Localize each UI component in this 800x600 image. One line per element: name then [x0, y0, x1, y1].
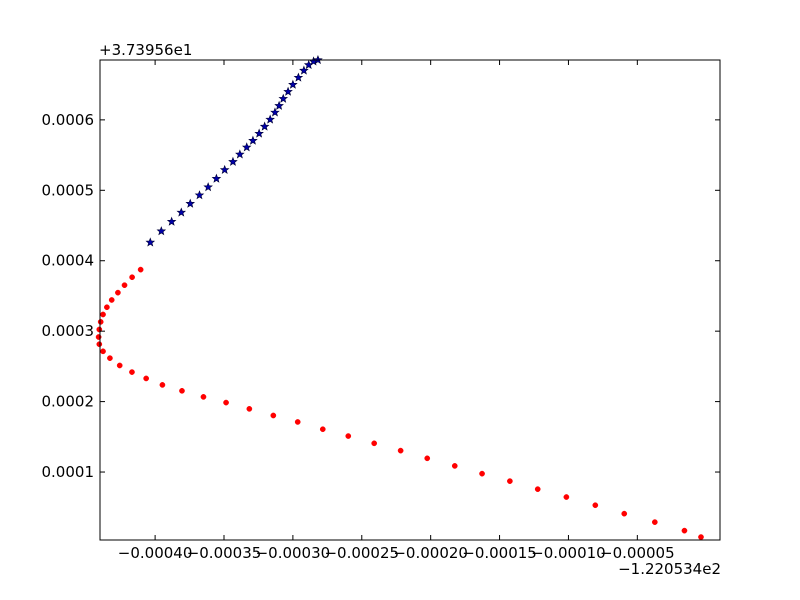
red-data-point [451, 463, 458, 469]
blue-star-point [265, 114, 275, 124]
red-data-point [159, 382, 166, 388]
red-data-point [104, 304, 110, 311]
blue-star-point [219, 164, 230, 174]
y-tick-label: 0.0002 [42, 393, 95, 411]
red-data-point [371, 440, 378, 447]
x-tick-label: −0.00005 [600, 544, 675, 562]
axis-ticks: −0.00040−0.00035−0.00030−0.00025−0.00020… [42, 60, 720, 562]
red-data-point [621, 510, 628, 517]
y-tick-label: 0.0004 [42, 252, 95, 270]
red-data-point [116, 362, 123, 369]
blue-star-point [299, 65, 309, 75]
x-tick-label: −0.00015 [462, 544, 537, 562]
y-tick-label: 0.0005 [42, 181, 95, 199]
x-axis-offset-label: −1.220534e2 [618, 560, 721, 578]
red-data-point [479, 470, 485, 477]
red-data-point [246, 406, 253, 412]
y-tick-label: 0.0003 [42, 322, 95, 340]
red-data-point [651, 519, 658, 525]
red-data-point [698, 534, 704, 540]
blue-star-point [288, 79, 298, 89]
red-data-point [592, 502, 599, 509]
plot-area [100, 60, 720, 540]
red-data-point [129, 274, 135, 281]
red-data-point [681, 527, 688, 534]
data-marks [95, 54, 704, 540]
red-data-point [223, 399, 229, 406]
red-data-point [397, 447, 404, 454]
y-axis-offset-label: +3.73956e1 [99, 41, 192, 59]
red-data-point [270, 412, 277, 419]
x-tick-label: −0.00025 [324, 544, 399, 562]
red-data-point [294, 419, 301, 425]
red-data-point [424, 455, 431, 462]
red-data-point [319, 426, 326, 433]
blue-star-point [283, 86, 293, 96]
blue-star-point [235, 149, 245, 159]
x-tick-label: −0.00035 [187, 544, 262, 562]
red-data-point [97, 319, 104, 325]
blue-star-point [166, 216, 177, 226]
blue-star-point [176, 207, 187, 217]
blue-star-point [228, 156, 238, 166]
red-data-point [137, 266, 144, 273]
x-tick-label: −0.00010 [531, 544, 606, 562]
red-data-point [129, 369, 135, 375]
blue-star-point [185, 198, 196, 208]
blue-star-point [259, 121, 270, 131]
red-data-point [534, 486, 541, 492]
red-data-point [100, 311, 106, 318]
blue-star-point [203, 182, 213, 192]
red-data-point [96, 341, 103, 348]
x-tick-label: −0.00040 [118, 544, 193, 562]
red-data-point [115, 289, 121, 296]
blue-star-point [270, 107, 280, 117]
blue-star-point [248, 135, 258, 145]
red-data-point [143, 375, 150, 382]
axes-frame [99, 59, 721, 541]
blue-star-point [145, 237, 156, 247]
red-data-point [200, 394, 207, 400]
red-data-point [100, 348, 106, 355]
red-data-point [345, 433, 352, 439]
blue-star-point [274, 100, 284, 110]
blue-star-point [211, 173, 222, 183]
x-tick-label: −0.00030 [256, 544, 331, 562]
x-tick-label: −0.00020 [393, 544, 468, 562]
blue-star-point [241, 142, 252, 152]
y-tick-label: 0.0006 [42, 111, 95, 129]
red-data-point [563, 494, 570, 500]
red-data-point [179, 387, 185, 394]
red-data-point [107, 355, 113, 361]
blue-star-point [278, 93, 289, 103]
blue-star-point [194, 190, 205, 200]
y-tick-label: 0.0001 [42, 463, 95, 481]
red-data-point [121, 282, 128, 289]
blue-star-point [293, 72, 304, 82]
red-data-point [108, 297, 115, 303]
blue-star-point [254, 128, 264, 138]
blue-star-point [156, 226, 167, 236]
red-data-point [507, 478, 513, 484]
